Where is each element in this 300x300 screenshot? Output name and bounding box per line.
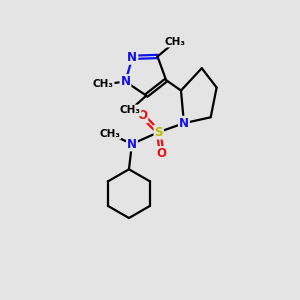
Text: CH₃: CH₃ [99,129,120,139]
Text: N: N [127,137,137,151]
Text: O: O [157,147,167,160]
Text: CH₃: CH₃ [119,106,140,116]
Text: S: S [154,126,163,139]
Text: N: N [179,117,189,130]
Text: N: N [120,75,130,88]
Text: CH₃: CH₃ [165,37,186,46]
Text: CH₃: CH₃ [93,80,114,89]
Text: O: O [137,109,147,122]
Text: N: N [128,51,137,64]
